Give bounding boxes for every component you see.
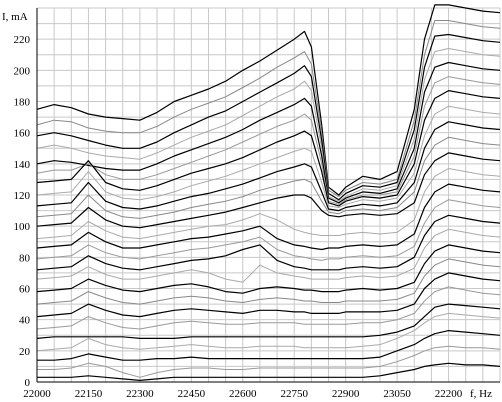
series-line-15 — [36, 214, 501, 271]
y-tick-label: 120 — [14, 190, 31, 202]
series-line-11 — [36, 152, 501, 229]
y-tick-label: 220 — [14, 34, 31, 46]
x-tick-label: 22600 — [229, 388, 257, 400]
series-line-17 — [36, 244, 501, 294]
x-tick-label: 22300 — [126, 388, 154, 400]
series-group — [36, 4, 501, 381]
series-line-3 — [36, 33, 501, 201]
series-line-5 — [36, 61, 501, 204]
series-line-9 — [36, 121, 501, 212]
series-line-24 — [37, 345, 501, 378]
series-line-8 — [36, 105, 501, 208]
series-line-1 — [36, 4, 501, 196]
series-line-14 — [36, 199, 501, 261]
y-axis-label: I, mA — [2, 11, 28, 23]
y-tick-label: 60 — [19, 284, 31, 296]
series-line-18 — [36, 258, 501, 305]
y-tick-label: 0 — [25, 377, 31, 389]
series-line-22 — [36, 312, 501, 352]
x-tick-label: 22000 — [23, 388, 51, 400]
series-line-4 — [36, 48, 501, 202]
y-tick-label: 160 — [14, 128, 31, 140]
x-tick-label: 22450 — [178, 388, 206, 400]
x-tick-label: 23050 — [383, 388, 411, 400]
series-line-16 — [36, 228, 501, 283]
x-tick-label: 22750 — [280, 388, 308, 400]
series-line-7 — [36, 89, 501, 207]
x-tick-label: 22150 — [75, 388, 103, 400]
series-line-13 — [36, 183, 501, 251]
y-tick-label: 200 — [14, 65, 31, 77]
x-axis-label: f, Hz — [470, 388, 492, 400]
y-tick-label: 40 — [19, 315, 31, 327]
x-tick-label: 22200 — [435, 388, 463, 400]
series-line-23 — [37, 330, 501, 361]
tick-labels: 22000 22150 22300 22450 22600 22750 22900 23050… — [14, 34, 463, 400]
series-line-21 — [36, 303, 501, 339]
series-line-12 — [36, 168, 501, 240]
x-tick-label: 22900 — [332, 388, 360, 400]
series-line-20 — [36, 286, 501, 330]
axes — [36, 8, 500, 383]
series-line-10 — [36, 136, 501, 219]
y-tick-label: 140 — [14, 159, 31, 171]
y-tick-label: 180 — [14, 97, 31, 109]
series-line-25 — [37, 362, 501, 381]
y-tick-label: 80 — [19, 252, 31, 264]
y-tick-label: 100 — [14, 221, 31, 233]
y-tick-label: 20 — [19, 346, 31, 358]
series-line-2 — [36, 20, 501, 198]
series-line-19 — [36, 272, 501, 318]
series-line-6 — [36, 76, 501, 205]
